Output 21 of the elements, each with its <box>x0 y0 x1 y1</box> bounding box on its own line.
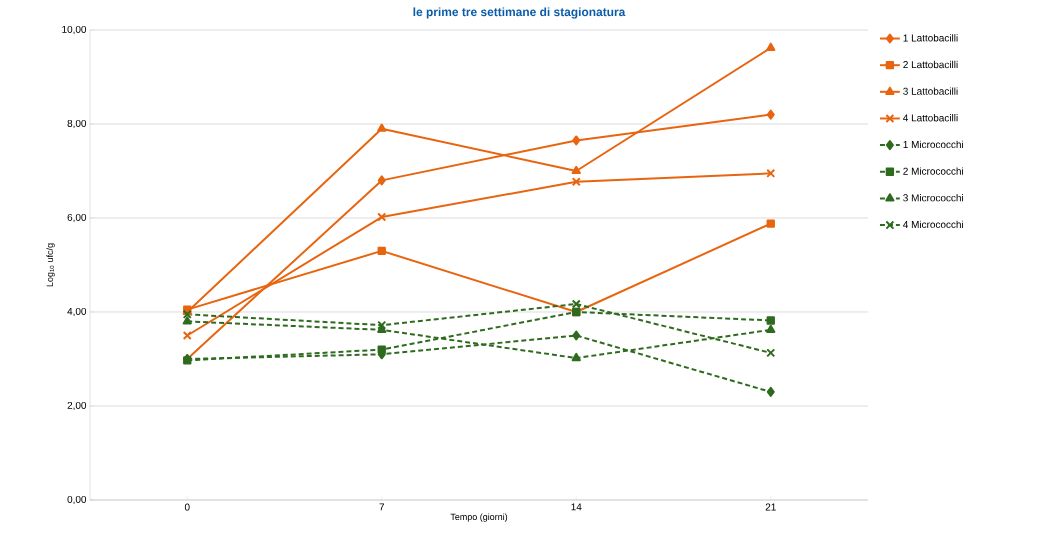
y-tick-label: 6,00 <box>67 213 87 223</box>
legend-label: 1 Lattobacilli <box>903 34 958 42</box>
y-tick-label: 8,00 <box>67 119 87 129</box>
legend-label: 3 Micrococchi <box>903 194 964 202</box>
y-tick-label: 4,00 <box>67 307 87 317</box>
x-tick-label: 0 <box>184 503 190 511</box>
chart-title: le prime tre settimane di stagionatura <box>413 7 626 19</box>
x-tick-label: 7 <box>379 503 385 511</box>
y-axis-title: Log$_{10}$ ufc/g <box>46 243 55 287</box>
legend-label: 3 Lattobacilli <box>903 87 958 95</box>
legend-label: 2 Micrococchi <box>903 167 964 175</box>
y-tick-label: 0,00 <box>67 495 87 505</box>
legend-label: 1 Micrococchi <box>903 140 964 149</box>
y-tick-label: 10,00 <box>62 25 87 35</box>
y-tick-label: 2,00 <box>67 401 87 411</box>
legend-label: 4 Lattobacilli <box>903 114 958 122</box>
legend-label: 4 Micrococchi <box>903 220 964 229</box>
x-tick-label: 14 <box>571 503 582 511</box>
legend-label: 2 Lattobacilli <box>903 60 958 69</box>
x-axis-title: Tempo (giorni) <box>450 513 508 522</box>
x-tick-label: 21 <box>765 503 776 511</box>
